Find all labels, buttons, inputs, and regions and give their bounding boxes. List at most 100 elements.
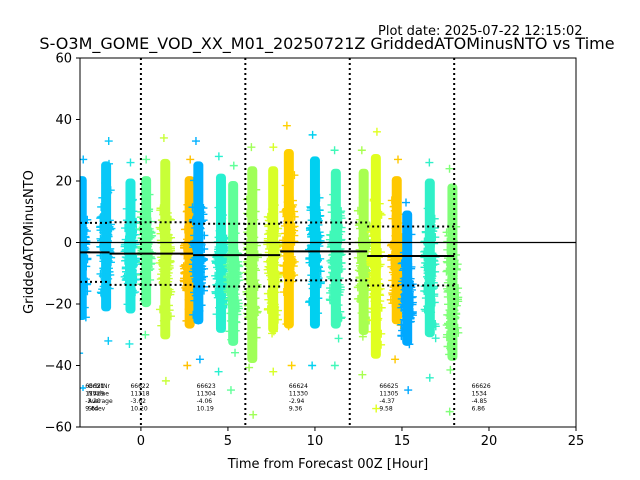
data-point-extreme bbox=[425, 373, 434, 382]
data-point bbox=[163, 289, 172, 298]
data-point-extreme bbox=[249, 410, 258, 419]
data-point bbox=[125, 266, 134, 275]
data-point bbox=[126, 229, 135, 238]
data-point bbox=[231, 290, 240, 299]
data-point bbox=[211, 287, 220, 296]
data-point bbox=[327, 256, 336, 265]
data-point bbox=[425, 265, 434, 274]
data-point bbox=[367, 327, 376, 336]
data-point-extreme bbox=[80, 352, 84, 354]
data-cluster-4 bbox=[155, 133, 176, 385]
data-point bbox=[120, 272, 129, 281]
data-point bbox=[287, 269, 296, 278]
data-point bbox=[198, 273, 207, 282]
data-point bbox=[392, 200, 401, 209]
x-axis-ticks: 0 5 10 15 20 25 bbox=[137, 427, 585, 449]
data-point bbox=[267, 299, 276, 308]
data-point bbox=[180, 268, 189, 277]
data-point bbox=[270, 201, 279, 210]
data-point bbox=[120, 242, 129, 251]
data-point bbox=[247, 275, 256, 284]
data-point bbox=[101, 179, 110, 188]
data-point bbox=[251, 207, 260, 216]
data-cluster-18 bbox=[420, 158, 440, 382]
y-axis-label: GriddedATOMinusNTO bbox=[22, 170, 37, 314]
data-point bbox=[405, 340, 414, 349]
data-point bbox=[376, 209, 385, 218]
orbit-stat-value: 66621 bbox=[85, 383, 104, 390]
data-point bbox=[388, 299, 397, 308]
data-point bbox=[143, 259, 152, 268]
data-point bbox=[313, 230, 322, 239]
data-point bbox=[334, 220, 343, 229]
data-point-extreme bbox=[394, 155, 403, 164]
stats-marker bbox=[80, 385, 86, 391]
data-point bbox=[190, 237, 199, 246]
data-point bbox=[224, 300, 233, 309]
data-point bbox=[388, 276, 397, 285]
y-tick-label: 40 bbox=[55, 113, 72, 128]
data-point bbox=[166, 257, 175, 266]
data-point bbox=[337, 314, 346, 323]
data-point bbox=[223, 288, 232, 297]
data-point bbox=[375, 199, 384, 208]
data-point bbox=[253, 307, 262, 316]
data-point bbox=[427, 229, 436, 238]
data-point bbox=[242, 195, 251, 204]
data-point bbox=[144, 266, 153, 275]
data-point bbox=[80, 200, 84, 209]
data-point bbox=[246, 328, 255, 337]
data-cluster-8 bbox=[223, 161, 244, 395]
data-cluster-0 bbox=[80, 155, 92, 354]
data-point bbox=[421, 227, 430, 236]
data-point bbox=[159, 210, 168, 219]
data-point bbox=[194, 316, 203, 325]
data-point bbox=[374, 253, 383, 262]
data-point bbox=[126, 284, 135, 293]
orbit-stat-value: 9.64 bbox=[85, 406, 99, 413]
data-point bbox=[397, 294, 406, 303]
data-point bbox=[246, 292, 255, 301]
data-cluster-13 bbox=[325, 146, 346, 370]
data-point bbox=[387, 250, 396, 259]
data-point bbox=[368, 268, 377, 277]
data-point bbox=[245, 363, 254, 372]
data-point bbox=[248, 246, 257, 255]
data-point bbox=[229, 303, 238, 312]
data-point bbox=[407, 230, 416, 239]
y-tick-label: 60 bbox=[55, 52, 72, 67]
data-point bbox=[359, 288, 368, 297]
data-point bbox=[376, 284, 385, 293]
data-point bbox=[156, 204, 165, 213]
data-point bbox=[104, 188, 113, 197]
data-point bbox=[102, 255, 111, 264]
data-point bbox=[388, 289, 397, 298]
data-point bbox=[80, 303, 89, 312]
stats-header-label: NValue bbox=[88, 391, 109, 398]
data-point bbox=[248, 320, 257, 329]
data-point bbox=[373, 296, 382, 305]
data-point bbox=[191, 291, 200, 300]
data-point bbox=[182, 225, 191, 234]
data-point bbox=[427, 298, 436, 307]
data-point bbox=[285, 233, 294, 242]
data-point bbox=[284, 199, 293, 208]
data-point bbox=[103, 236, 112, 245]
data-point bbox=[227, 232, 236, 241]
data-point bbox=[126, 187, 135, 196]
data-point bbox=[371, 208, 380, 217]
reference-lines bbox=[80, 58, 576, 427]
data-point bbox=[252, 185, 261, 194]
x-tick-label: 25 bbox=[568, 434, 585, 449]
data-point bbox=[454, 284, 463, 293]
data-point bbox=[305, 298, 314, 307]
data-point bbox=[98, 285, 107, 294]
data-point bbox=[80, 271, 83, 274]
data-point bbox=[216, 237, 225, 246]
data-point bbox=[180, 244, 189, 253]
x-tick-label: 20 bbox=[481, 434, 498, 449]
data-point bbox=[310, 197, 319, 206]
data-point bbox=[165, 248, 174, 257]
data-point bbox=[369, 304, 378, 313]
data-point bbox=[80, 232, 83, 235]
